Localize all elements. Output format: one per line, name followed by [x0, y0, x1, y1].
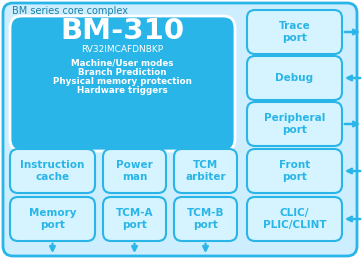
Text: Machine/User modes: Machine/User modes	[71, 59, 173, 68]
FancyBboxPatch shape	[10, 149, 95, 193]
FancyBboxPatch shape	[10, 197, 95, 241]
FancyBboxPatch shape	[174, 149, 237, 193]
Text: Instruction
cache: Instruction cache	[20, 160, 85, 182]
Text: Power
man: Power man	[116, 160, 153, 182]
Text: Physical memory protection: Physical memory protection	[53, 77, 191, 86]
Text: BM series core complex: BM series core complex	[12, 6, 128, 16]
FancyBboxPatch shape	[247, 102, 342, 146]
FancyBboxPatch shape	[247, 197, 342, 241]
FancyBboxPatch shape	[103, 149, 166, 193]
FancyBboxPatch shape	[247, 10, 342, 54]
Text: TCM-B
port: TCM-B port	[187, 208, 224, 230]
Text: CLIC/
PLIC/CLINT: CLIC/ PLIC/CLINT	[263, 208, 326, 230]
FancyBboxPatch shape	[174, 197, 237, 241]
Text: Front
port: Front port	[279, 160, 310, 182]
Text: Memory
port: Memory port	[29, 208, 76, 230]
FancyBboxPatch shape	[247, 149, 342, 193]
Text: Peripheral
port: Peripheral port	[264, 113, 325, 135]
Text: BM-310: BM-310	[60, 17, 184, 45]
FancyBboxPatch shape	[247, 56, 342, 100]
Text: TCM
arbiter: TCM arbiter	[185, 160, 226, 182]
Text: Debug: Debug	[276, 73, 314, 83]
Text: Hardware triggers: Hardware triggers	[77, 86, 167, 95]
Text: Trace
port: Trace port	[279, 21, 310, 43]
FancyBboxPatch shape	[10, 16, 235, 151]
Text: Branch Prediction: Branch Prediction	[78, 68, 166, 77]
FancyBboxPatch shape	[103, 197, 166, 241]
Text: RV32IMCAFDNBKP: RV32IMCAFDNBKP	[81, 45, 163, 54]
FancyBboxPatch shape	[3, 3, 357, 256]
Text: TCM-A
port: TCM-A port	[116, 208, 153, 230]
